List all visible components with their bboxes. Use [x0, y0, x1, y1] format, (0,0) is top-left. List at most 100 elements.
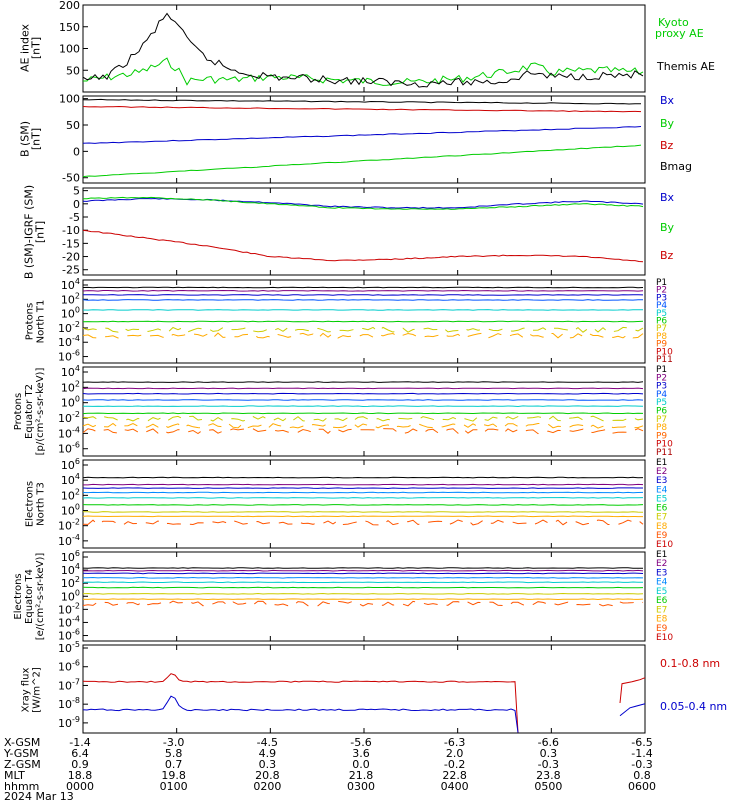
channel-e5-line: [82, 496, 644, 499]
channel-e7-line: [82, 511, 644, 513]
legend-e7: E7: [656, 513, 667, 523]
legend-bz: Bz: [660, 139, 674, 152]
legend-p6: P6: [656, 317, 667, 327]
y-tick-label: 10-2: [58, 410, 80, 425]
series-0-line: [82, 126, 642, 144]
y-tick-label: 150: [59, 21, 80, 34]
series-0-line: [82, 673, 519, 733]
x-x-value: -4.5: [257, 736, 278, 749]
y-tick-label: 50: [66, 119, 80, 132]
y-axis-label: ProtonsNorth T1: [25, 300, 47, 344]
legend-e6: E6: [656, 504, 668, 514]
legend-e8: E8: [656, 522, 668, 532]
channel-e4-line: [83, 576, 644, 579]
y-tick-label: -50: [62, 172, 80, 185]
y-axis-label: B (SM)-IGRF (SM)[nT]: [23, 185, 47, 279]
legend-p7: P7: [656, 415, 667, 425]
legend-p5: P5: [656, 309, 667, 319]
legend-p11: P11: [656, 448, 673, 458]
channel-e6-line: [82, 586, 644, 589]
y-axis-label: ProtonsEquator T2[p/(cm²-s-sr-keV)]: [13, 368, 46, 456]
x-hhmm-value: 0300: [347, 780, 375, 793]
x-y-value: 4.9: [259, 747, 277, 760]
legend-p1: P1: [656, 278, 667, 288]
y-tick-label: 100: [61, 306, 80, 321]
y-tick-label: 10-2: [58, 601, 80, 616]
legend-xray-short: 0.05-0.4 nm: [660, 700, 727, 713]
svg-text:ProtonsNorth T1: ProtonsNorth T1: [25, 300, 47, 344]
x-z-value: 0.0: [352, 758, 370, 771]
x-z-value: -0.2: [444, 758, 465, 771]
legend-e3: E3: [656, 568, 667, 578]
y-tick-label: 10-4: [58, 614, 80, 629]
y-tick-label: 100: [59, 93, 80, 106]
x-x-value: -6.5: [631, 736, 652, 749]
y-tick-label: 102: [61, 575, 80, 590]
legend-kyoto: Kyoto proxy AE: [655, 16, 704, 40]
x-row-label: hhmm: [4, 780, 39, 793]
x-y-value: 2.0: [446, 747, 464, 760]
channel-p8-line: [82, 332, 644, 339]
legend-bx: Bx: [660, 94, 675, 107]
y-tick-label: 102: [61, 487, 80, 502]
legend-p9: P9: [656, 431, 667, 441]
y-tick-label: 10-4: [58, 533, 80, 548]
y-axis-label: B (SM)[nT]: [19, 121, 43, 157]
legend-e2: E2: [656, 467, 667, 477]
channel-e8-line: [82, 598, 644, 601]
legend-e3: E3: [656, 476, 667, 486]
svg-text:Xray flux[W/m^2]: Xray flux[W/m^2]: [21, 667, 43, 713]
channel-e2-line: [82, 569, 644, 572]
legend-e4: E4: [656, 485, 668, 495]
legend-e6: E6: [656, 596, 668, 606]
legend-p2: P2: [656, 373, 667, 383]
x-mlt-value: 21.8: [349, 769, 374, 782]
legend-p11: P11: [656, 355, 673, 365]
svg-text:ProtonsEquator T2[p/(cm²-s-sr-: ProtonsEquator T2[p/(cm²-s-sr-keV)]: [13, 368, 46, 456]
legend-p3: P3: [656, 293, 667, 303]
channel-p7-line: [82, 415, 644, 422]
channel-p3-line: [83, 294, 644, 296]
x-hhmm-value: 0600: [628, 780, 656, 793]
series-2-line: [82, 105, 642, 113]
y-tick-label: 10-6: [58, 349, 80, 364]
y-tick-label: -25: [62, 264, 80, 277]
y-axis-label: AE index[nT]: [19, 23, 43, 72]
x-mlt-value: 22.8: [442, 769, 467, 782]
series-1-line: [83, 196, 644, 210]
legend-bmag: Bmag: [660, 160, 692, 173]
channel-p2-line: [82, 289, 644, 292]
channel-e2-line: [83, 483, 644, 486]
legend-p3: P3: [656, 382, 667, 392]
y-tick-label: 50: [66, 64, 80, 77]
channel-e8-line: [82, 515, 643, 518]
y-tick-label: 10-7: [58, 677, 80, 692]
x-z-value: -0.3: [631, 758, 652, 771]
x-x-value: -6.3: [444, 736, 465, 749]
channel-e5-line: [82, 581, 643, 584]
channel-e1-line: [82, 476, 644, 479]
x-hhmm-value: 0100: [160, 780, 188, 793]
channel-p1-line: [82, 381, 644, 383]
legend-p8: P8: [656, 332, 667, 342]
legend-p7: P7: [656, 324, 667, 334]
y-tick-label: 0: [73, 198, 80, 211]
legend-p1: P1: [656, 365, 667, 375]
channel-p4-line: [82, 299, 643, 301]
legend-by: By: [660, 221, 675, 234]
x-hhmm-value: 0400: [441, 780, 469, 793]
legend-themis: Themis AE: [656, 60, 715, 73]
y-tick-label: 10-6: [58, 628, 80, 643]
channel-e9-line: [82, 519, 644, 526]
x-x-value: -6.6: [538, 736, 559, 749]
y-tick-label: 100: [59, 43, 80, 56]
y-axis-label: ElectronsNorth T3: [25, 481, 47, 527]
y-tick-label: -15: [62, 237, 80, 250]
channel-e6-line: [82, 504, 644, 506]
channel-p7-line: [82, 326, 644, 333]
x-x-value: -1.4: [69, 736, 90, 749]
y-tick-label: 102: [61, 291, 80, 306]
